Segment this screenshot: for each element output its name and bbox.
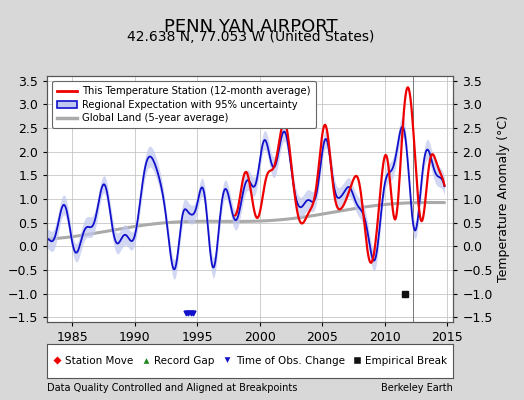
- Legend: Station Move, Record Gap, Time of Obs. Change, Empirical Break: Station Move, Record Gap, Time of Obs. C…: [49, 352, 452, 370]
- Text: PENN YAN AIRPORT: PENN YAN AIRPORT: [163, 18, 337, 36]
- Y-axis label: Temperature Anomaly (°C): Temperature Anomaly (°C): [497, 116, 510, 282]
- Text: Berkeley Earth: Berkeley Earth: [381, 383, 453, 393]
- Text: Data Quality Controlled and Aligned at Breakpoints: Data Quality Controlled and Aligned at B…: [47, 383, 298, 393]
- Text: 42.638 N, 77.053 W (United States): 42.638 N, 77.053 W (United States): [127, 30, 374, 44]
- Legend: This Temperature Station (12-month average), Regional Expectation with 95% uncer: This Temperature Station (12-month avera…: [52, 81, 315, 128]
